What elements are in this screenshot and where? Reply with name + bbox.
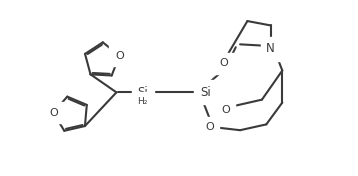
Text: O: O [205, 122, 214, 132]
Text: N: N [266, 42, 275, 55]
Text: O: O [49, 108, 58, 118]
Text: H₂: H₂ [137, 97, 148, 106]
Text: O: O [220, 58, 228, 68]
Text: O: O [221, 105, 230, 115]
Text: Si: Si [137, 86, 148, 99]
Text: Si: Si [200, 86, 211, 99]
Text: O: O [115, 51, 124, 61]
